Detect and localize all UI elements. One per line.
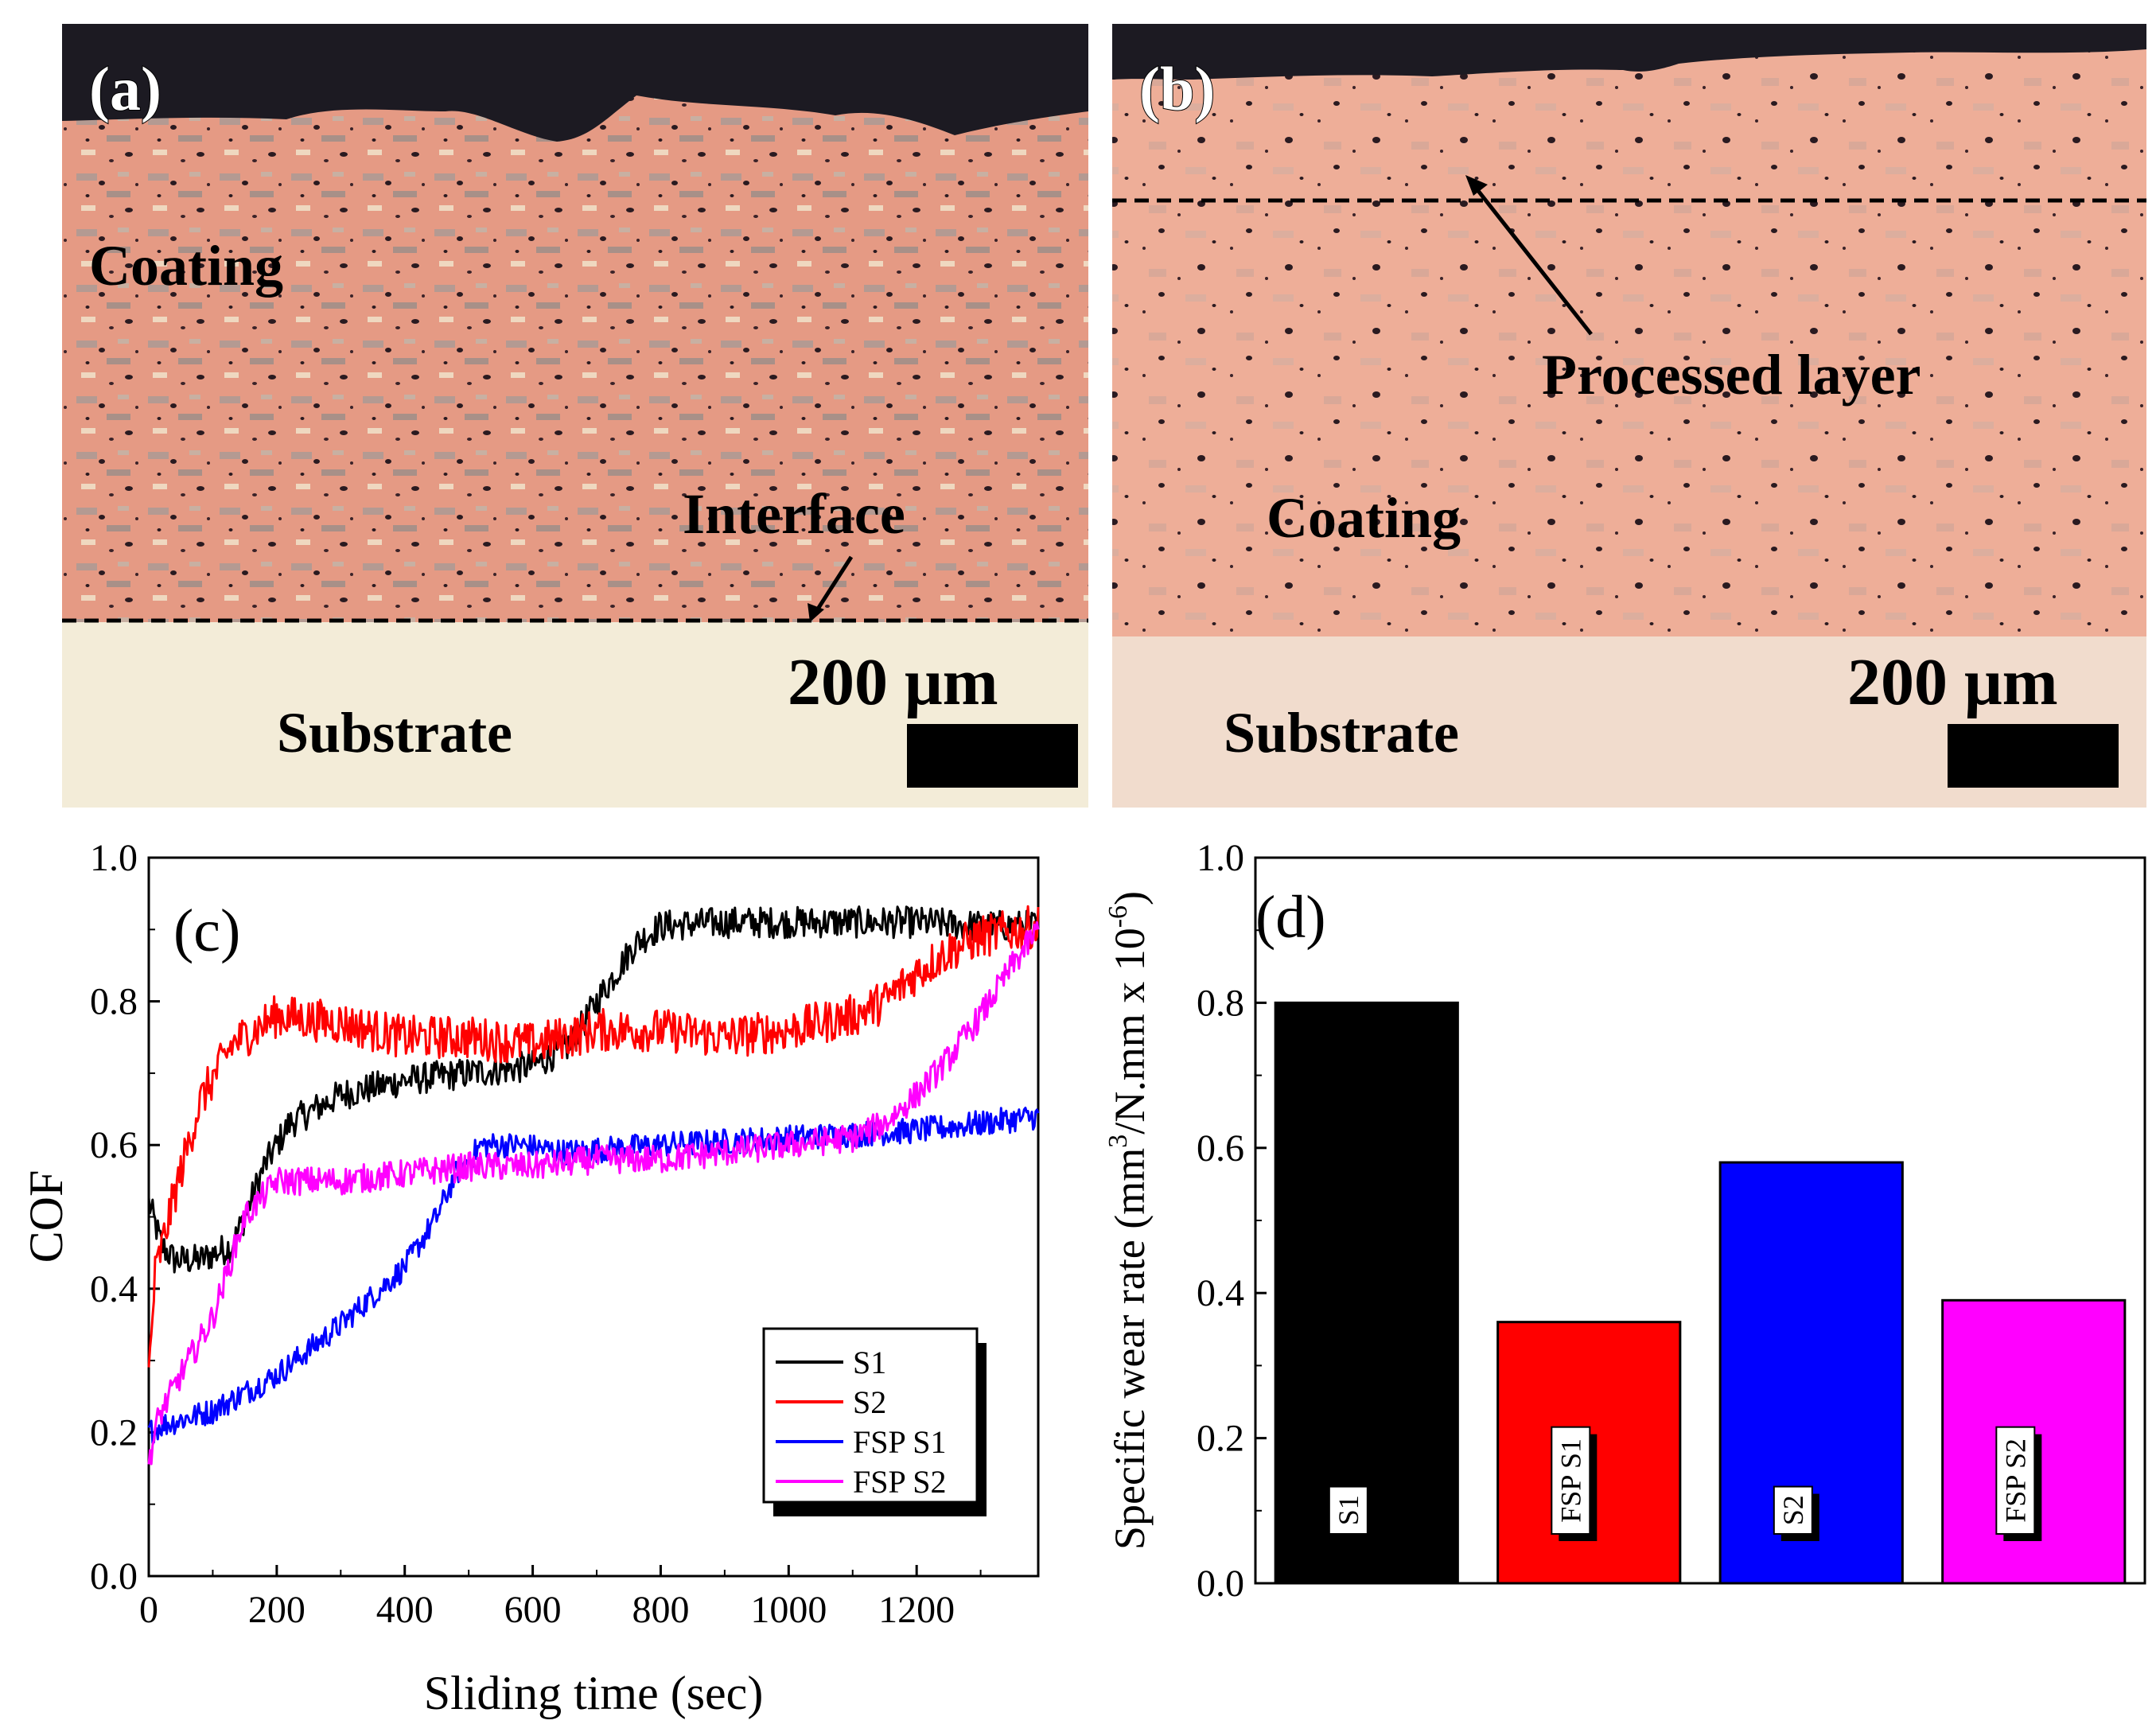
panel-label-d: (d) xyxy=(1255,884,1326,951)
legend-label-fsp-s2: FSP S2 xyxy=(853,1464,947,1500)
y-tick-label-d: 0.4 xyxy=(1197,1272,1244,1314)
x-tick-label-c: 400 xyxy=(376,1589,434,1631)
chart-c: 0 200 400 600 800 1000 12000.00.20.40.60.81.0 … xyxy=(20,837,1040,1719)
bars-d: S1 FSP S1 S2 FSP S2 xyxy=(1274,1001,2127,1585)
interface-label-a: Interface xyxy=(683,482,905,546)
x-tick-label-c: 200 xyxy=(248,1589,305,1631)
x-axis-label-c: Sliding time (sec) xyxy=(424,1667,764,1719)
chart-d: 0.00.20.40.60.81.0 S1 FSP S1 S2 FSP S2 (d) … xyxy=(1103,837,2146,1605)
processed-layer-label-b: Processed layer xyxy=(1542,343,1921,407)
coating-region-b xyxy=(1112,24,2146,636)
y-tick-label-d: 1.0 xyxy=(1197,837,1244,879)
coating-label-b: Coating xyxy=(1267,486,1461,550)
series-line-fsp-s2 xyxy=(147,921,1040,1465)
series-line-fsp-s1 xyxy=(147,1107,1040,1445)
series-line-s2 xyxy=(147,905,1040,1368)
bar-label-box-s2 xyxy=(1773,1485,1813,1536)
x-tick-label-c: 1200 xyxy=(878,1589,955,1631)
legend-box-c xyxy=(762,1327,979,1504)
scale-bar-a xyxy=(907,724,1078,788)
interface-arrow-head-a xyxy=(808,603,824,622)
bar-label-box-fsp-s2 xyxy=(1995,1426,2036,1536)
x-tick-label-c: 1000 xyxy=(750,1589,827,1631)
y-tick-label-d: 0.6 xyxy=(1197,1127,1244,1170)
x-tick-label-c: 600 xyxy=(504,1589,562,1631)
ticks-c: 0 200 400 600 800 1000 1200 0.0 0.2 0.4 0.6 0.8 1.0 xyxy=(90,837,982,1631)
top-void-a xyxy=(62,24,1088,142)
panel-label-b: (b) xyxy=(1139,54,1215,123)
y-tick-label-c: 0.6 xyxy=(90,1124,138,1166)
x-tick-label-c: 800 xyxy=(632,1589,689,1631)
y-tick-label-c: 0.8 xyxy=(90,981,138,1023)
micrograph-a: (a) Coating Interface 200 μm Substrate xyxy=(62,24,1088,808)
scale-bar-b xyxy=(1948,724,2119,788)
substrate-label-b: Substrate xyxy=(1224,701,1459,765)
x-tick-label-c: 0 xyxy=(139,1589,158,1631)
y-tick-label-d: 0.8 xyxy=(1197,982,1244,1024)
bar-label-box-fsp-s1 xyxy=(1551,1426,1591,1536)
y-tick-label-c: 0.4 xyxy=(90,1268,138,1310)
y-tick-label-c: 0.0 xyxy=(90,1555,138,1598)
legend-label-fsp-s1: FSP S1 xyxy=(853,1424,947,1460)
legend-label-s1: S1 xyxy=(853,1345,886,1380)
legend-c: S1 S2 FSP S1 FSP S2 xyxy=(762,1327,987,1516)
substrate-label-a: Substrate xyxy=(277,701,512,765)
ticks-d: 0.0 0.2 0.4 0.6 0.8 1.0 xyxy=(1197,837,1267,1605)
processed-layer-arrow-b xyxy=(1474,186,1593,336)
y-axis-label-c: COF xyxy=(20,1170,72,1263)
y-axis-label-d: Specific wear rate (mm3/N.mm x 10-6) xyxy=(1103,891,1154,1550)
bar-label-fsp-s2: FSP S2 xyxy=(1999,1438,2031,1523)
panel-label-a: (a) xyxy=(89,54,162,123)
y-tick-label-c: 1.0 xyxy=(90,837,138,879)
micrograph-b: (b) Processed layer Coating 200 μm Subst… xyxy=(1112,24,2146,808)
y-tick-label-c: 0.2 xyxy=(90,1411,138,1454)
bar-label-s2: S2 xyxy=(1777,1495,1809,1525)
bar-label-box-s1 xyxy=(1328,1485,1368,1536)
top-void-b xyxy=(1112,24,2146,80)
legend-label-s2: S2 xyxy=(853,1384,886,1420)
scale-label-b: 200 μm xyxy=(1847,645,2058,719)
y-tick-label-d: 0.2 xyxy=(1197,1418,1244,1460)
processed-layer-arrow-head-b xyxy=(1465,175,1488,196)
y-tick-label-d: 0.0 xyxy=(1197,1563,1244,1605)
series-lines-c xyxy=(147,905,1040,1465)
coating-label-a: Coating xyxy=(89,234,283,298)
panel-label-c: (c) xyxy=(173,897,240,964)
scale-label-a: 200 μm xyxy=(788,645,998,719)
bar-label-s1: S1 xyxy=(1333,1495,1364,1525)
bar-label-fsp-s1: FSP S1 xyxy=(1555,1438,1586,1523)
legend-entries-c: S1 S2 FSP S1 FSP S2 xyxy=(776,1345,947,1500)
interface-arrow-a xyxy=(813,555,854,614)
series-line-s1 xyxy=(147,905,1040,1274)
